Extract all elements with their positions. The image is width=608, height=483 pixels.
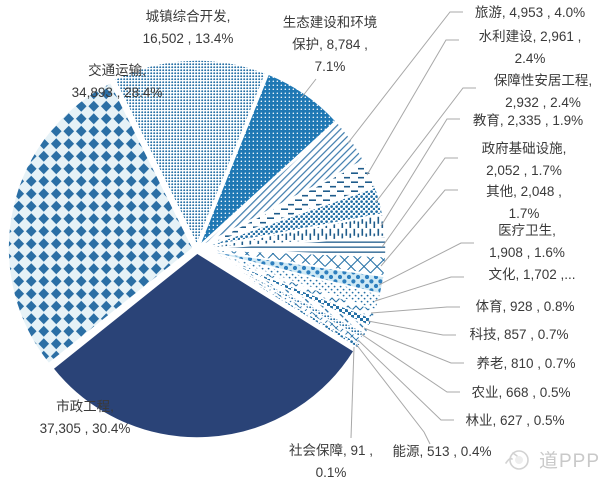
leader-line-10 (380, 189, 458, 267)
slice-label-11: 医疗卫生, 1,908 , 1.6% (465, 220, 589, 264)
leader-line-14 (367, 320, 456, 336)
pie-slice-2 (7, 81, 195, 365)
slice-label-1: 市政工程, 37,305 , 30.4% (15, 396, 155, 440)
slice-label-19: 社会保障, 91 , 0.1% (264, 440, 398, 483)
watermark: 道PPP (503, 445, 600, 473)
slice-label-line: 科技, 857 , 0.7% (469, 327, 569, 342)
slice-label-15: 养老, 810 , 0.7% (459, 353, 593, 375)
slice-label-line: 医疗卫生, (498, 223, 556, 238)
slice-label-line: 市政工程, (56, 399, 114, 414)
leader-line-15 (363, 327, 464, 364)
slice-label-17: 林业, 627 , 0.5% (448, 410, 582, 432)
pie-slices-group (7, 59, 387, 439)
slice-label-line: 水利建设, 2,961 , (478, 29, 582, 44)
slice-label-line: 旅游, 4,953 , 4.0% (474, 5, 586, 20)
slice-label-16: 农业, 668 , 0.5% (454, 382, 588, 404)
leader-line-6 (366, 39, 459, 176)
leader-line-8 (380, 118, 460, 227)
slice-label-10: 其他, 2,048 , 1.7% (457, 181, 591, 225)
slice-label-14: 科技, 857 , 0.7% (452, 324, 586, 346)
slice-label-line: 0.1% (315, 465, 347, 480)
slice-label-13: 体育, 928 , 0.8% (458, 296, 592, 318)
slice-label-9: 政府基础设施, 2,052 , 1.7% (457, 138, 591, 182)
slice-label-line: 林业, 627 , 0.5% (465, 413, 565, 428)
slice-label-line: 能源, 513 , 0.4% (392, 444, 492, 459)
pie-slice-1 (51, 252, 356, 439)
slice-label-2: 交通运输, 34,893 , 28.4% (44, 60, 190, 104)
slice-label-line: 2.4% (514, 51, 546, 66)
leader-line-9 (381, 157, 458, 248)
pie-slice-3 (113, 59, 267, 247)
slice-label-line: 2,932 , 2.4% (505, 95, 581, 110)
slice-label-line: 农业, 668 , 0.5% (471, 385, 571, 400)
slice-label-line: 34,893 , 28.4% (71, 85, 163, 100)
slice-label-line: 保护, 8,784 , (292, 37, 368, 52)
slice-label-line: 教育, 2,335 , 1.9% (472, 113, 584, 128)
watermark-logo-icon (505, 450, 529, 470)
slice-label-line: 16,502 , 13.4% (142, 31, 234, 46)
slice-label-line: 1,908 , 1.6% (489, 245, 565, 260)
slice-label-line: 1.7% (508, 206, 540, 221)
leader-line-7 (375, 87, 476, 203)
slice-label-line: 其他, 2,048 , (486, 184, 562, 199)
leader-lines-group (301, 11, 476, 445)
leader-line-12 (374, 276, 464, 302)
pie-slice-5 (199, 120, 365, 248)
slice-label-line: 社会保障, 91 , (288, 443, 374, 458)
leader-line-18 (355, 343, 431, 445)
slice-label-line: 政府基础设施, (481, 141, 567, 156)
leader-line-4 (301, 78, 317, 98)
slice-label-4: 生态建设和环境 保护, 8,784 , 7.1% (264, 12, 396, 78)
slice-label-line: 2,052 , 1.7% (486, 163, 562, 178)
slice-label-line: 交通运输, (88, 63, 146, 78)
leader-line-13 (370, 306, 460, 314)
slice-label-8: 教育, 2,335 , 1.9% (458, 110, 598, 132)
leader-line-19 (350, 346, 355, 439)
slice-label-line: 生态建设和环境 (282, 15, 378, 30)
slice-label-12: 文化, 1,702 ,... (462, 264, 602, 286)
leader-line-16 (360, 333, 460, 393)
slice-label-5: 旅游, 4,953 , 4.0% (460, 2, 600, 24)
slice-label-line: 37,305 , 30.4% (39, 421, 131, 436)
watermark-text: 道PPP (538, 450, 600, 472)
slice-label-18: 能源, 513 , 0.4% (375, 441, 509, 463)
slice-label-line: 城镇综合开发, (145, 9, 231, 24)
slice-label-6: 水利建设, 2,961 , 2.4% (457, 26, 603, 70)
slice-label-line: 体育, 928 , 0.8% (475, 299, 575, 314)
slice-label-7: 保障性安居工程, 2,932 , 2.4% (476, 70, 608, 114)
slice-label-line: 保障性安居工程, (493, 73, 593, 88)
slice-label-line: 文化, 1,702 ,... (488, 267, 576, 282)
leader-line-5 (347, 11, 463, 144)
slice-label-line: 7.1% (314, 59, 346, 74)
leader-line-17 (357, 339, 454, 421)
leader-line-11 (378, 242, 474, 286)
slice-label-3: 城镇综合开发, 16,502 , 13.4% (110, 6, 266, 50)
slice-label-line: 养老, 810 , 0.7% (476, 356, 576, 371)
pie-slice-19 (199, 250, 359, 351)
